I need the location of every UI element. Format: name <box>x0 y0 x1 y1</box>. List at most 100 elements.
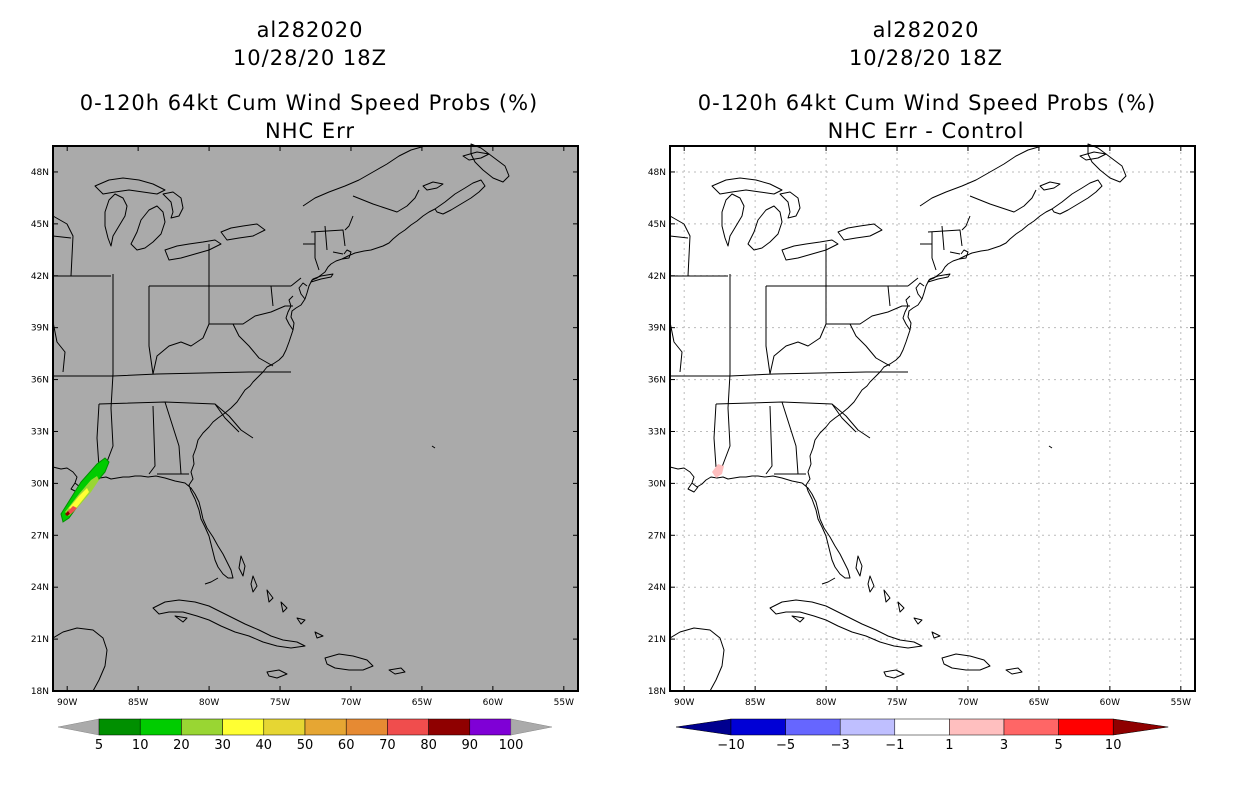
left-lat-label: 36N <box>31 376 49 386</box>
right-lat-label: 21N <box>648 635 666 645</box>
right-lon-label: 85W <box>745 698 765 708</box>
right-lat-label: 27N <box>648 531 666 541</box>
right-lon-label: 60W <box>1100 698 1120 708</box>
colorbar-left-extension <box>675 718 732 736</box>
right-lat-label: 33N <box>648 427 666 437</box>
left-lat-label: 45N <box>31 220 49 230</box>
colorbar-label: 5 <box>1054 738 1062 753</box>
colorbar-label: 40 <box>256 738 273 753</box>
colorbar-swatch <box>949 718 1005 736</box>
colorbar-label: 3 <box>1000 738 1008 753</box>
colorbar-label: −3 <box>831 738 850 753</box>
colorbar-label: −1 <box>885 738 904 753</box>
colorbar-swatch <box>98 718 141 736</box>
left-lat-label: 48N <box>31 168 49 178</box>
left-lat-label: 39N <box>31 324 49 334</box>
right-lat-label: 24N <box>648 583 666 593</box>
left-lat-label: 21N <box>31 635 49 645</box>
left-lon-label: 70W <box>341 698 361 708</box>
right-map-gridlines <box>670 146 1195 692</box>
colorbar-swatch <box>304 718 347 736</box>
right-title-storm: al282020 <box>872 18 980 42</box>
right-title-field: NHC Err - Control <box>827 119 1025 143</box>
colorbar-swatch <box>1003 718 1059 736</box>
colorbar-swatch <box>894 718 950 736</box>
left-lat-label: 33N <box>31 427 49 437</box>
left-title-date: 10/28/20 18Z <box>232 46 388 70</box>
left-lat-label: 27N <box>31 531 49 541</box>
colorbar-label: 90 <box>462 738 479 753</box>
colorbar-label: 1 <box>945 738 953 753</box>
right-map <box>669 143 1195 692</box>
colorbar-swatch <box>263 718 306 736</box>
left-map <box>52 143 578 692</box>
left-lat-label: 42N <box>31 272 49 282</box>
colorbar-right-extension <box>510 718 553 736</box>
left-lon-label: 60W <box>483 698 503 708</box>
colorbar-label: −10 <box>717 738 744 753</box>
left-title-storm: al282020 <box>256 18 364 42</box>
colorbar-swatch <box>181 718 223 736</box>
colorbar-left-extension <box>57 718 100 736</box>
right-lon-label: 90W <box>674 698 694 708</box>
colorbar-swatch <box>785 718 841 736</box>
colorbar-swatch <box>1058 718 1114 736</box>
left-lon-label: 80W <box>199 698 219 708</box>
right-lon-label: 75W <box>887 698 907 708</box>
right-lat-label: 48N <box>648 168 666 178</box>
colorbar-swatch <box>222 718 265 736</box>
left-map-frame <box>52 145 579 692</box>
colorbar-label: 10 <box>1105 738 1122 753</box>
colorbar-label: 100 <box>499 738 524 753</box>
colorbar-swatch <box>469 718 512 736</box>
right-lat-label: 39N <box>648 324 666 334</box>
right-lon-label: 55W <box>1171 698 1191 708</box>
right-lat-labels: 48N 45N 42N 39N 36N 33N 30N 27N 24N 21N 18N <box>648 168 1195 697</box>
colorbar-label: 70 <box>379 738 396 753</box>
left-title-field: NHC Err <box>264 119 355 143</box>
left-lon-label: 75W <box>270 698 290 708</box>
colorbar-swatch <box>139 718 182 736</box>
left-probability-swath <box>60 457 110 523</box>
colorbar-swatch <box>345 718 388 736</box>
right-lon-labels: 90W 85W 80W 75W 70W 65W 60W 55W <box>674 146 1191 708</box>
colorbar-label: −5 <box>776 738 795 753</box>
left-lat-label: 30N <box>31 479 49 489</box>
right-title-product: 0-120h 64kt Cum Wind Speed Probs (%) <box>697 91 1157 115</box>
right-lat-label: 45N <box>648 220 666 230</box>
colorbar-label: 60 <box>338 738 355 753</box>
right-lat-label: 18N <box>648 687 666 697</box>
left-lat-labels: 48N 45N 42N 39N 36N 33N 30N 27N 24N 21N 18N <box>31 168 578 697</box>
colorbar-swatch <box>730 718 786 736</box>
left-colorbar: 5 10 20 30 40 50 60 70 80 90 100 <box>57 718 553 753</box>
left-title-product: 0-120h 64kt Cum Wind Speed Probs (%) <box>79 91 539 115</box>
left-lat-label: 18N <box>31 687 49 697</box>
colorbar-swatch <box>428 718 471 736</box>
colorbar-label: 50 <box>297 738 314 753</box>
right-lat-label: 36N <box>648 376 666 386</box>
colorbar-label: 10 <box>132 738 149 753</box>
left-lat-label: 24N <box>31 583 49 593</box>
right-lat-label: 42N <box>648 272 666 282</box>
right-lon-label: 65W <box>1029 698 1049 708</box>
colorbar-right-extension <box>1112 718 1169 736</box>
right-colorbar: −10 −5 −3 −1 1 3 5 10 <box>675 718 1169 753</box>
right-lat-label: 30N <box>648 479 666 489</box>
left-lon-label: 90W <box>57 698 77 708</box>
colorbar-swatch <box>839 718 896 736</box>
right-lon-label: 80W <box>816 698 836 708</box>
left-map-background <box>53 146 578 691</box>
left-lon-labels: 90W 85W 80W 75W 70W 65W 60W 55W <box>57 146 574 708</box>
colorbar-swatch <box>387 718 429 736</box>
colorbar-label: 30 <box>214 738 231 753</box>
right-map-background <box>670 146 1195 691</box>
colorbar-label: 20 <box>173 738 190 753</box>
right-map-frame <box>669 145 1196 692</box>
colorbar-label: 80 <box>420 738 437 753</box>
right-difference-swath <box>712 464 724 478</box>
left-lon-label: 65W <box>412 698 432 708</box>
colorbar-label: 5 <box>95 738 103 753</box>
left-lon-label: 85W <box>128 698 148 708</box>
right-title-date: 10/28/20 18Z <box>848 46 1004 70</box>
left-lon-label: 55W <box>554 698 574 708</box>
